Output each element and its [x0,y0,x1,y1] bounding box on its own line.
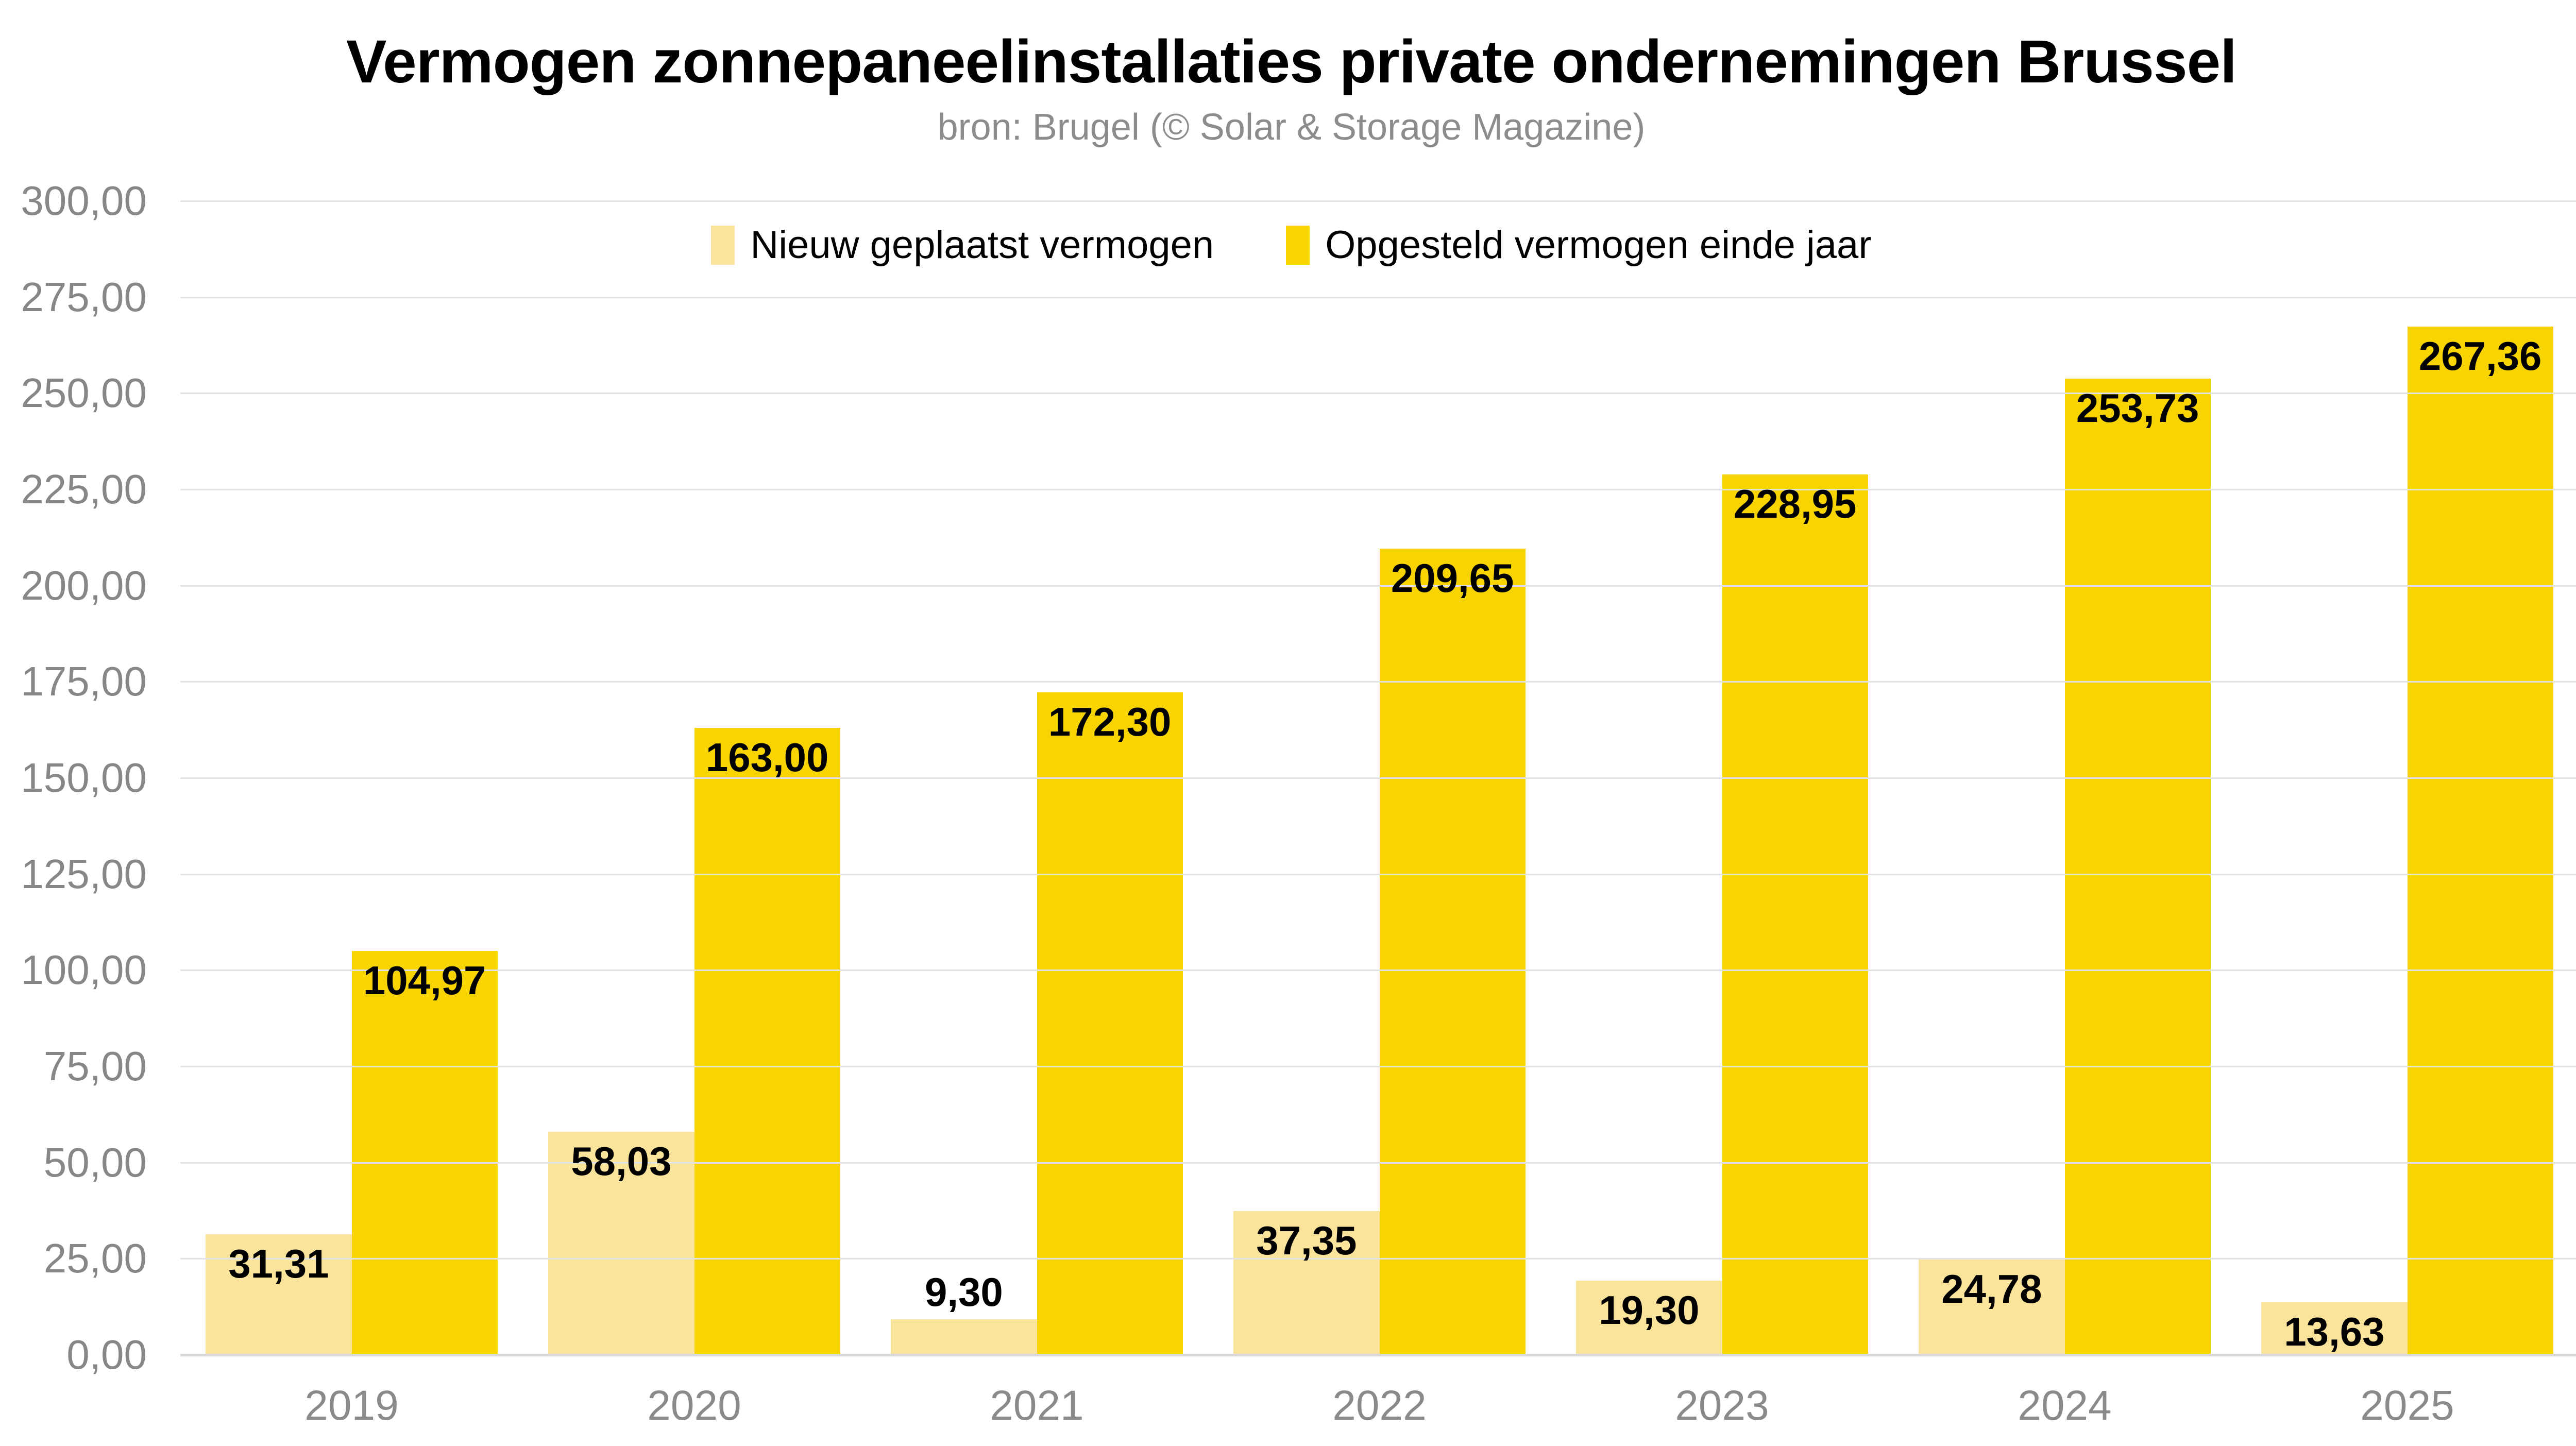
bar-opgesteld-2022: 209,65 [1379,548,1526,1355]
ytick-label: 150,00 [21,755,147,801]
ytick-label: 175,00 [21,658,147,705]
chart-title: Vermogen zonnepaneelinstallaties private… [346,28,2237,96]
bar-value-label: 19,30 [1599,1287,1700,1333]
bars-row: 31,31 104,97 2019 58,03 163,00 2020 9,30 172,30… [180,201,2576,1427]
legend-swatch-opgesteld [1286,225,1310,265]
ytick-label: 50,00 [43,1139,147,1185]
bar-opgesteld-2025: 267,36 [2407,326,2553,1355]
bar-value-label: 228,95 [1733,481,1857,526]
bar-value-label: 13,63 [2284,1309,2385,1355]
bar-value-label: 37,35 [1256,1218,1357,1264]
legend-item-nieuw-geplaatst: Nieuw geplaatst vermogen [711,223,1214,267]
chart-subtitle: bron: Brugel (© Solar & Storage Magazine… [937,107,1646,148]
bar-opgesteld-2019: 104,97 [351,951,498,1355]
plot-area: 31,31 104,97 2019 58,03 163,00 2020 9,30 172,30… [180,200,2576,1427]
gridline [180,1258,2576,1260]
ytick-label: 125,00 [21,850,147,897]
xtick-label-2025: 2025 [2360,1382,2454,1429]
legend: Nieuw geplaatst vermogen Opgesteld vermo… [0,223,2576,267]
ytick-label: 300,00 [21,178,147,224]
xtick-label-2024: 2024 [2018,1382,2112,1429]
legend-label: Nieuw geplaatst vermogen [750,223,1214,267]
bar-value-label: 31,31 [228,1241,329,1287]
gridline [180,873,2576,875]
bar-group-2024: 24,78 253,73 2024 [1893,201,2236,1427]
xtick-label-2019: 2019 [304,1382,399,1429]
bar-value-label: 209,65 [1391,555,1514,601]
gridline [180,1162,2576,1164]
ytick-label: 225,00 [21,466,147,512]
bar-value-label: 253,73 [2076,385,2199,431]
legend-item-opgesteld: Opgesteld vermogen einde jaar [1286,223,1872,267]
ytick-label: 75,00 [43,1043,147,1089]
xtick-label-2020: 2020 [647,1382,741,1429]
ytick-label: 100,00 [21,947,147,993]
bar-value-label: 9,30 [924,1269,1003,1315]
gridline [180,777,2576,779]
x-axis-baseline [180,1354,2576,1356]
y-axis: 0,00 25,00 50,00 75,00 100,00 125,00 150,00 175… [0,180,147,1375]
gridline [180,1066,2576,1067]
legend-label: Opgesteld vermogen einde jaar [1325,223,1872,267]
bar-group-2023: 19,30 228,95 2023 [1551,201,1893,1427]
bar-value-label: 104,97 [363,958,486,1003]
bar-value-label: 24,78 [1941,1266,2042,1312]
ytick-label: 200,00 [21,562,147,608]
gridline [180,585,2576,587]
bar-opgesteld-2021: 172,30 [1037,692,1183,1355]
gridline [180,489,2576,490]
bar-nieuw-2023: 19,30 [1576,1280,1722,1355]
ytick-label: 250,00 [21,370,147,416]
bar-nieuw-2025: 13,63 [2261,1302,2408,1355]
xtick-label-2021: 2021 [990,1382,1084,1429]
bar-opgesteld-2024: 253,73 [2064,379,2211,1355]
bar-group-2025: 13,63 267,36 2025 [2236,201,2576,1427]
bar-group-2020: 58,03 163,00 2020 [523,201,866,1427]
legend-swatch-nieuw-geplaatst [711,225,735,265]
bar-opgesteld-2023: 228,95 [1722,474,1868,1355]
bar-opgesteld-2020: 163,00 [694,727,840,1355]
bar-nieuw-2024: 24,78 [1919,1259,2065,1355]
bar-nieuw-2022: 37,35 [1233,1211,1380,1355]
bar-nieuw-2020: 58,03 [548,1131,694,1355]
ytick-label: 275,00 [21,274,147,320]
bar-value-label: 58,03 [571,1138,672,1184]
xtick-label-2023: 2023 [1675,1382,1769,1429]
ytick-label: 25,00 [43,1235,147,1282]
gridline [180,200,2576,202]
gridline [180,681,2576,683]
gridline [180,969,2576,972]
ytick-label: 0,00 [66,1332,147,1377]
bar-group-2019: 31,31 104,97 2019 [180,201,523,1427]
gridline [180,296,2576,298]
gridline [180,393,2576,395]
bar-value-label: 267,36 [2418,333,2542,379]
bar-group-2021: 9,30 172,30 2021 [866,201,1208,1427]
bar-value-label: 163,00 [705,734,829,780]
bar-value-label: 172,30 [1048,699,1172,744]
bar-nieuw-2019: 31,31 [206,1234,352,1355]
bar-nieuw-2021: 9,30 [891,1271,1037,1355]
bar-group-2022: 37,35 209,65 2022 [1208,201,1551,1427]
xtick-label-2022: 2022 [1332,1382,1427,1429]
